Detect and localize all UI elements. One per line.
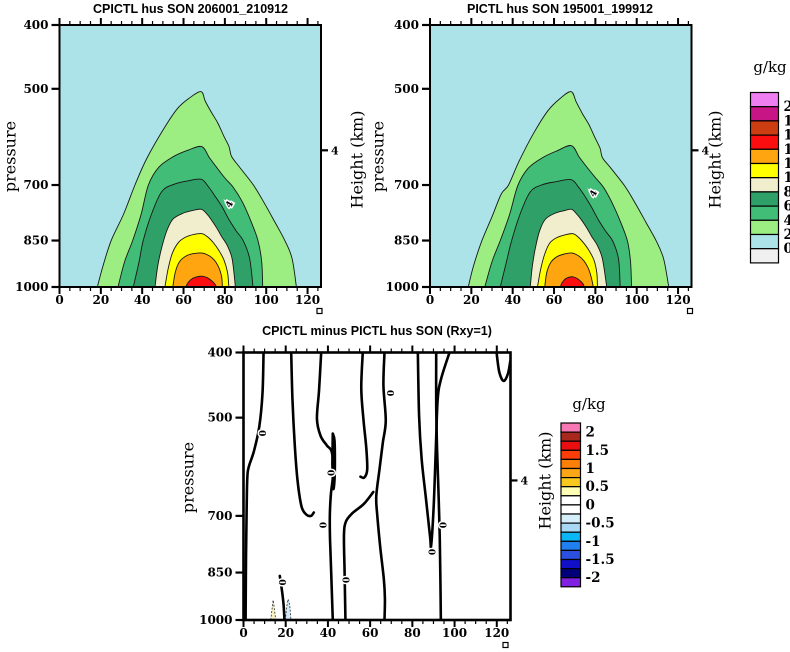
svg-text:0: 0 <box>586 497 595 513</box>
svg-text:80: 80 <box>404 626 421 640</box>
svg-text:40: 40 <box>134 293 151 307</box>
svg-text:-0.5: -0.5 <box>586 516 615 532</box>
svg-text:0: 0 <box>784 241 790 257</box>
svg-text:120: 120 <box>666 293 691 307</box>
svg-text:0: 0 <box>437 522 447 528</box>
svg-text:100: 100 <box>254 293 279 307</box>
svg-text:700: 700 <box>394 178 419 192</box>
svg-text:1000: 1000 <box>15 280 48 294</box>
colorbar1-units-label: g/kg <box>753 58 787 76</box>
panel3-yaxis-label: pressure <box>178 441 198 514</box>
svg-text:0: 0 <box>239 626 247 640</box>
svg-text:40: 40 <box>504 293 521 307</box>
svg-text:80: 80 <box>587 293 604 307</box>
panel2-yaxis-label: pressure <box>368 120 388 193</box>
svg-text:500: 500 <box>207 411 232 425</box>
svg-text:850: 850 <box>394 234 419 248</box>
svg-text:0: 0 <box>276 579 286 585</box>
svg-text:0.5: 0.5 <box>586 479 610 495</box>
svg-text:4: 4 <box>331 144 339 157</box>
svg-text:-1: -1 <box>586 534 601 550</box>
svg-text:-1.5: -1.5 <box>586 552 615 568</box>
svg-text:-2: -2 <box>586 570 601 586</box>
svg-text:60: 60 <box>362 626 379 640</box>
svg-text:120: 120 <box>295 293 320 307</box>
panel1-right-axis-label: Height (km) <box>347 110 367 209</box>
svg-text:20: 20 <box>92 293 109 307</box>
svg-text:16: 16 <box>784 128 790 144</box>
svg-text:0: 0 <box>384 390 394 396</box>
panel1-title: CPICTL hus SON 206001_210912 <box>92 2 288 16</box>
svg-text:80: 80 <box>217 293 234 307</box>
svg-text:0: 0 <box>256 430 266 436</box>
svg-text:60: 60 <box>546 293 563 307</box>
panel3-title: CPICTL minus PICTL hus SON (Rxy=1) <box>262 324 492 338</box>
svg-text:1000: 1000 <box>199 613 232 627</box>
colorbar2-units-label: g/kg <box>572 395 606 413</box>
svg-text:100: 100 <box>442 626 467 640</box>
panel2-right-axis-label: Height (km) <box>705 110 725 209</box>
svg-text:500: 500 <box>23 82 48 96</box>
svg-text:4: 4 <box>521 474 529 487</box>
svg-text:0: 0 <box>325 470 335 476</box>
svg-text:500: 500 <box>394 82 419 96</box>
svg-text:18: 18 <box>784 113 790 129</box>
svg-text:4: 4 <box>702 144 710 157</box>
panel1-yaxis-label: pressure <box>0 120 20 193</box>
svg-text:20: 20 <box>784 99 790 115</box>
svg-text:20: 20 <box>463 293 480 307</box>
svg-text:14: 14 <box>784 142 790 158</box>
svg-text:850: 850 <box>207 566 232 580</box>
panel2-title: PICTL hus SON 195001_199912 <box>467 2 653 16</box>
svg-text:400: 400 <box>23 18 48 32</box>
svg-text:60: 60 <box>175 293 192 307</box>
svg-text:400: 400 <box>207 346 232 360</box>
svg-text:2: 2 <box>784 227 790 243</box>
svg-text:1.5: 1.5 <box>586 443 610 459</box>
svg-text:1000: 1000 <box>386 280 419 294</box>
svg-text:12: 12 <box>784 156 790 172</box>
svg-text:700: 700 <box>23 178 48 192</box>
svg-text:850: 850 <box>23 234 48 248</box>
svg-text:20: 20 <box>277 626 294 640</box>
svg-text:4: 4 <box>784 213 790 229</box>
svg-text:2: 2 <box>586 425 595 441</box>
svg-text:400: 400 <box>394 18 419 32</box>
svg-text:700: 700 <box>207 509 232 523</box>
svg-text:40: 40 <box>320 626 337 640</box>
panel3-right-axis-label: Height (km) <box>535 431 555 530</box>
svg-text:6: 6 <box>784 199 790 215</box>
svg-text:1: 1 <box>586 461 595 477</box>
svg-text:0: 0 <box>426 293 434 307</box>
svg-text:8: 8 <box>784 184 790 200</box>
svg-text:10: 10 <box>784 170 790 186</box>
svg-text:0: 0 <box>55 293 63 307</box>
svg-text:0: 0 <box>339 577 349 583</box>
svg-text:0: 0 <box>316 522 326 528</box>
svg-text:120: 120 <box>484 626 509 640</box>
svg-text:100: 100 <box>624 293 649 307</box>
svg-text:0: 0 <box>426 549 436 555</box>
